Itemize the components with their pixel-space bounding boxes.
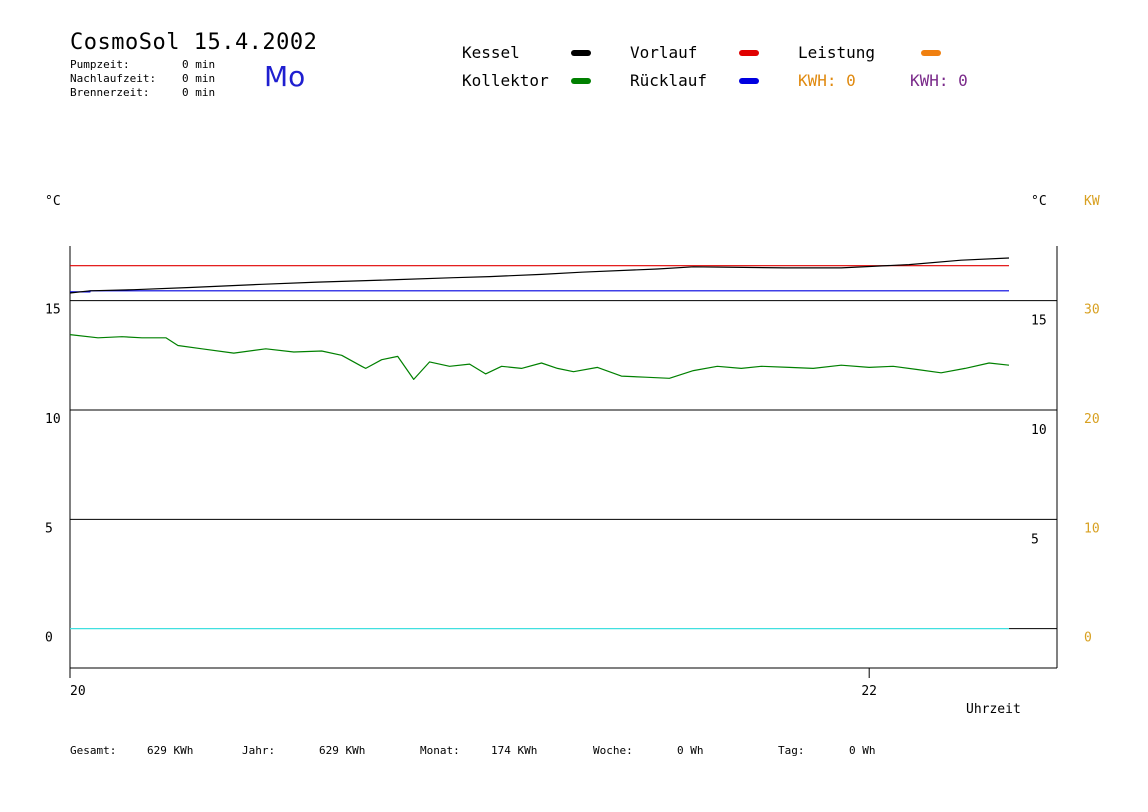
left-axis-unit: °C xyxy=(45,194,61,209)
power-axis-unit: KW xyxy=(1084,194,1100,209)
pumpzeit-label: Pumpzeit: xyxy=(70,58,130,71)
footer-tag-label: Tag: xyxy=(778,744,805,757)
footer-gesamt-value: 629 KWh xyxy=(147,744,194,757)
x-tick-label-20: 20 xyxy=(70,684,86,699)
legend-vorlauf-label: Vorlauf xyxy=(630,43,698,62)
kwh-purple-readout: KWH: 0 xyxy=(910,71,968,90)
legend-vorlauf-swatch xyxy=(739,50,759,56)
weekday-label: Mo xyxy=(264,60,306,93)
footer-gesamt-label: Gesamt: xyxy=(70,744,117,757)
footer-monat-label: Monat: xyxy=(420,744,460,757)
brennerzeit-value: 0 min xyxy=(182,86,216,99)
y-tick-left-10: 10 xyxy=(45,412,61,427)
legend-kessel-swatch xyxy=(571,50,591,56)
y-tick-left-0: 0 xyxy=(45,631,53,646)
kwh-orange-readout: KWH: 0 xyxy=(798,71,856,90)
footer-woche-label: Woche: xyxy=(593,744,633,757)
footer-monat-value: 174 KWh xyxy=(491,744,538,757)
page-title: CosmoSol 15.4.2002 xyxy=(70,30,318,55)
y-tick-power-30: 30 xyxy=(1084,303,1100,318)
y-tick-left-15: 15 xyxy=(45,303,61,318)
x-axis-label: Uhrzeit xyxy=(966,702,1021,717)
pumpzeit-value: 0 min xyxy=(182,58,216,71)
y-tick-power-10: 10 xyxy=(1084,521,1100,536)
legend-ruecklauf-swatch xyxy=(739,78,759,84)
series-line-kollektor xyxy=(69,334,1010,380)
y-tick-power-20: 20 xyxy=(1084,412,1100,427)
footer-jahr-label: Jahr: xyxy=(242,744,276,757)
y-tick-power-0: 0 xyxy=(1084,631,1092,646)
right-axis-unit: °C xyxy=(1031,194,1047,209)
legend-kollektor-label: Kollektor xyxy=(462,71,549,90)
y-tick-right-15: 15 xyxy=(1031,314,1047,329)
x-tick-label-22: 22 xyxy=(861,684,877,699)
legend-ruecklauf-label: Rücklauf xyxy=(630,71,708,90)
legend-kessel-label: Kessel xyxy=(462,43,520,62)
footer-jahr-value: 629 KWh xyxy=(319,744,366,757)
y-tick-left-5: 5 xyxy=(45,521,53,536)
legend-kollektor-swatch xyxy=(571,78,591,84)
legend-leistung-label: Leistung xyxy=(798,43,876,62)
footer-tag-value: 0 Wh xyxy=(849,744,876,757)
y-tick-right-10: 10 xyxy=(1031,423,1047,438)
y-tick-right-5: 5 xyxy=(1031,532,1039,547)
series-line-ruecklauf xyxy=(70,290,1009,293)
series-line-kessel xyxy=(69,257,1010,294)
footer-woche-value: 0 Wh xyxy=(677,744,704,757)
nachlaufzeit-value: 0 min xyxy=(182,72,216,85)
brennerzeit-label: Brennerzeit: xyxy=(70,86,150,99)
legend-leistung-swatch xyxy=(921,50,941,56)
nachlaufzeit-label: Nachlaufzeit: xyxy=(70,72,157,85)
